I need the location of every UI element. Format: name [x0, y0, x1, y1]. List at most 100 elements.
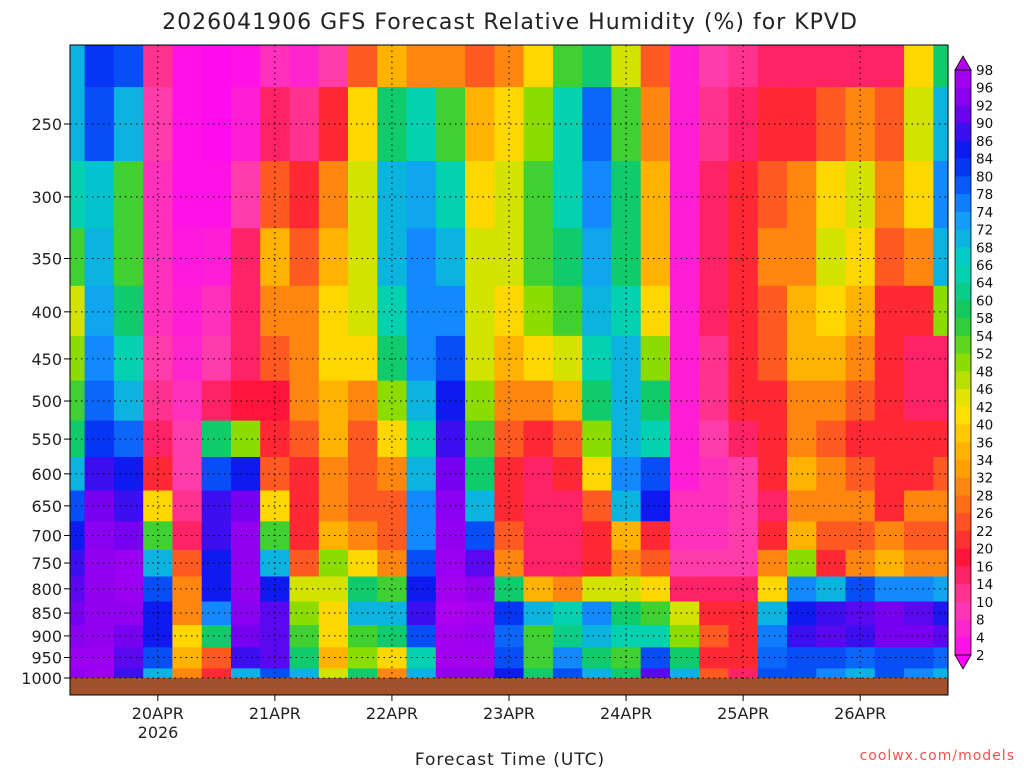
rh-cell	[582, 456, 613, 491]
rh-cell	[231, 160, 261, 229]
colorbar-label: 34	[976, 453, 993, 469]
rh-cell	[757, 45, 788, 88]
rh-cell	[582, 549, 613, 577]
rh-cell	[552, 520, 583, 550]
rh-cell	[377, 646, 408, 669]
colorbar-top-arrow	[954, 55, 972, 71]
rh-cell	[70, 600, 86, 625]
rh-cell	[435, 420, 466, 457]
colorbar-swatch	[955, 70, 971, 89]
rh-cell	[582, 285, 613, 336]
rh-cell	[523, 227, 554, 286]
rh-cell	[84, 549, 115, 577]
colorbar-label: 54	[976, 329, 993, 345]
rh-cell	[143, 420, 174, 457]
rh-cell	[70, 575, 86, 602]
colorbar-label: 26	[976, 506, 993, 522]
rh-cell	[670, 227, 700, 286]
rh-cell	[289, 86, 320, 161]
rh-cell	[757, 227, 788, 286]
rh-cell	[904, 456, 934, 491]
rh-cell	[113, 624, 144, 648]
rh-cell	[377, 575, 408, 602]
rh-cell	[670, 646, 700, 669]
rh-cell	[201, 285, 232, 336]
rh-cell	[289, 624, 320, 648]
rh-cell	[640, 624, 671, 648]
rh-cell	[113, 575, 144, 602]
rh-cell	[640, 520, 671, 550]
rh-cell	[318, 160, 349, 229]
colorbar-bottom-arrow	[954, 654, 972, 670]
credit-label[interactable]: coolwx.com/models	[860, 748, 1015, 764]
rh-cell	[816, 456, 847, 491]
rh-cell	[348, 420, 378, 457]
rh-cell	[172, 646, 203, 669]
rh-cell	[874, 160, 905, 229]
rh-cell	[377, 86, 408, 161]
colorbar-swatch	[955, 566, 971, 585]
rh-cell	[377, 624, 408, 648]
colorbar-swatch	[955, 176, 971, 195]
rh-cell	[201, 335, 232, 381]
rh-cell	[728, 489, 759, 522]
rh-cell	[113, 160, 144, 229]
rh-cell	[670, 285, 700, 336]
rh-cell	[904, 520, 934, 550]
rh-cell	[757, 335, 788, 381]
rh-cell	[201, 646, 232, 669]
rh-cell	[816, 549, 847, 577]
colorbar-label: 74	[976, 205, 993, 221]
rh-cell	[289, 456, 320, 491]
colorbar-swatch	[955, 158, 971, 177]
colorbar-swatch	[955, 371, 971, 390]
rh-cell	[933, 646, 949, 669]
rh-cell	[201, 160, 232, 229]
rh-cell	[377, 456, 408, 491]
y-tick-label: 750	[31, 554, 62, 573]
rh-cell	[201, 520, 232, 550]
rh-cell	[933, 489, 949, 522]
rh-cell	[816, 335, 847, 381]
rh-cell	[113, 86, 144, 161]
colorbar-label: 4	[976, 630, 985, 646]
rh-cell	[289, 489, 320, 522]
rh-cell	[757, 86, 788, 161]
rh-cell	[757, 285, 788, 336]
rh-cell	[523, 335, 554, 381]
y-tick-label: 600	[31, 465, 62, 484]
rh-cell	[465, 456, 495, 491]
colorbar-label: 96	[976, 81, 993, 97]
y-tick-label: 400	[31, 303, 62, 322]
x-tick-label: 20APR	[132, 704, 184, 723]
rh-cell	[845, 624, 876, 648]
rh-cell	[845, 420, 876, 457]
rh-cell	[904, 335, 934, 381]
rh-cell	[84, 600, 115, 625]
rh-cell	[201, 575, 232, 602]
colorbar-swatch	[955, 300, 971, 319]
rh-cell	[904, 420, 934, 457]
rh-cell	[289, 285, 320, 336]
rh-cell	[289, 520, 320, 550]
rh-cell	[611, 420, 642, 457]
rh-cell	[699, 335, 730, 381]
colorbar-label: 52	[976, 347, 993, 363]
rh-cell	[816, 600, 847, 625]
rh-cell	[523, 285, 554, 336]
rh-cell	[670, 575, 700, 602]
rh-cell	[201, 45, 232, 88]
rh-cell	[494, 646, 525, 669]
rh-cell	[904, 285, 934, 336]
y-tick-label: 700	[31, 526, 62, 545]
rh-cell	[231, 45, 261, 88]
rh-cell	[172, 335, 203, 381]
rh-cell	[728, 45, 759, 88]
rh-cell	[552, 420, 583, 457]
rh-cell	[231, 420, 261, 457]
rh-cell	[874, 420, 905, 457]
rh-cell	[640, 227, 671, 286]
colorbar-swatch	[955, 406, 971, 425]
rh-cell	[523, 379, 554, 421]
